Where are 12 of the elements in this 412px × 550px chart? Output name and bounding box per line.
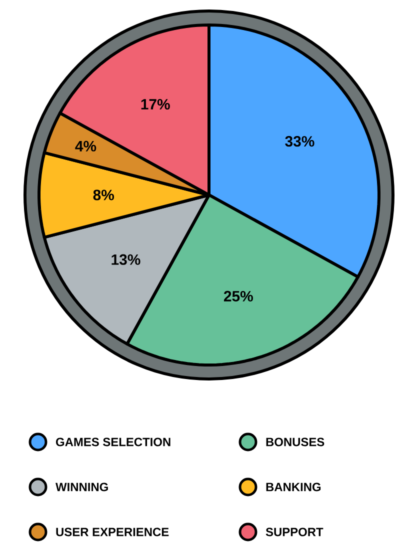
- legend-label: BANKING: [266, 482, 321, 492]
- legend-label: SUPPORT: [266, 528, 324, 536]
- data-label: 17%: [141, 99, 170, 110]
- data-label: 8%: [93, 190, 114, 200]
- legend-label: USER EXPERIENCE: [56, 528, 169, 536]
- legend-label: WINNING: [56, 482, 108, 492]
- data-label: 33%: [285, 136, 314, 147]
- legend-label: BONUSES: [266, 438, 324, 446]
- data-label: 13%: [112, 254, 140, 265]
- legend-label: GAMES SELECTION: [56, 438, 170, 446]
- data-label: 25%: [224, 290, 253, 302]
- data-label: 4%: [75, 140, 96, 152]
